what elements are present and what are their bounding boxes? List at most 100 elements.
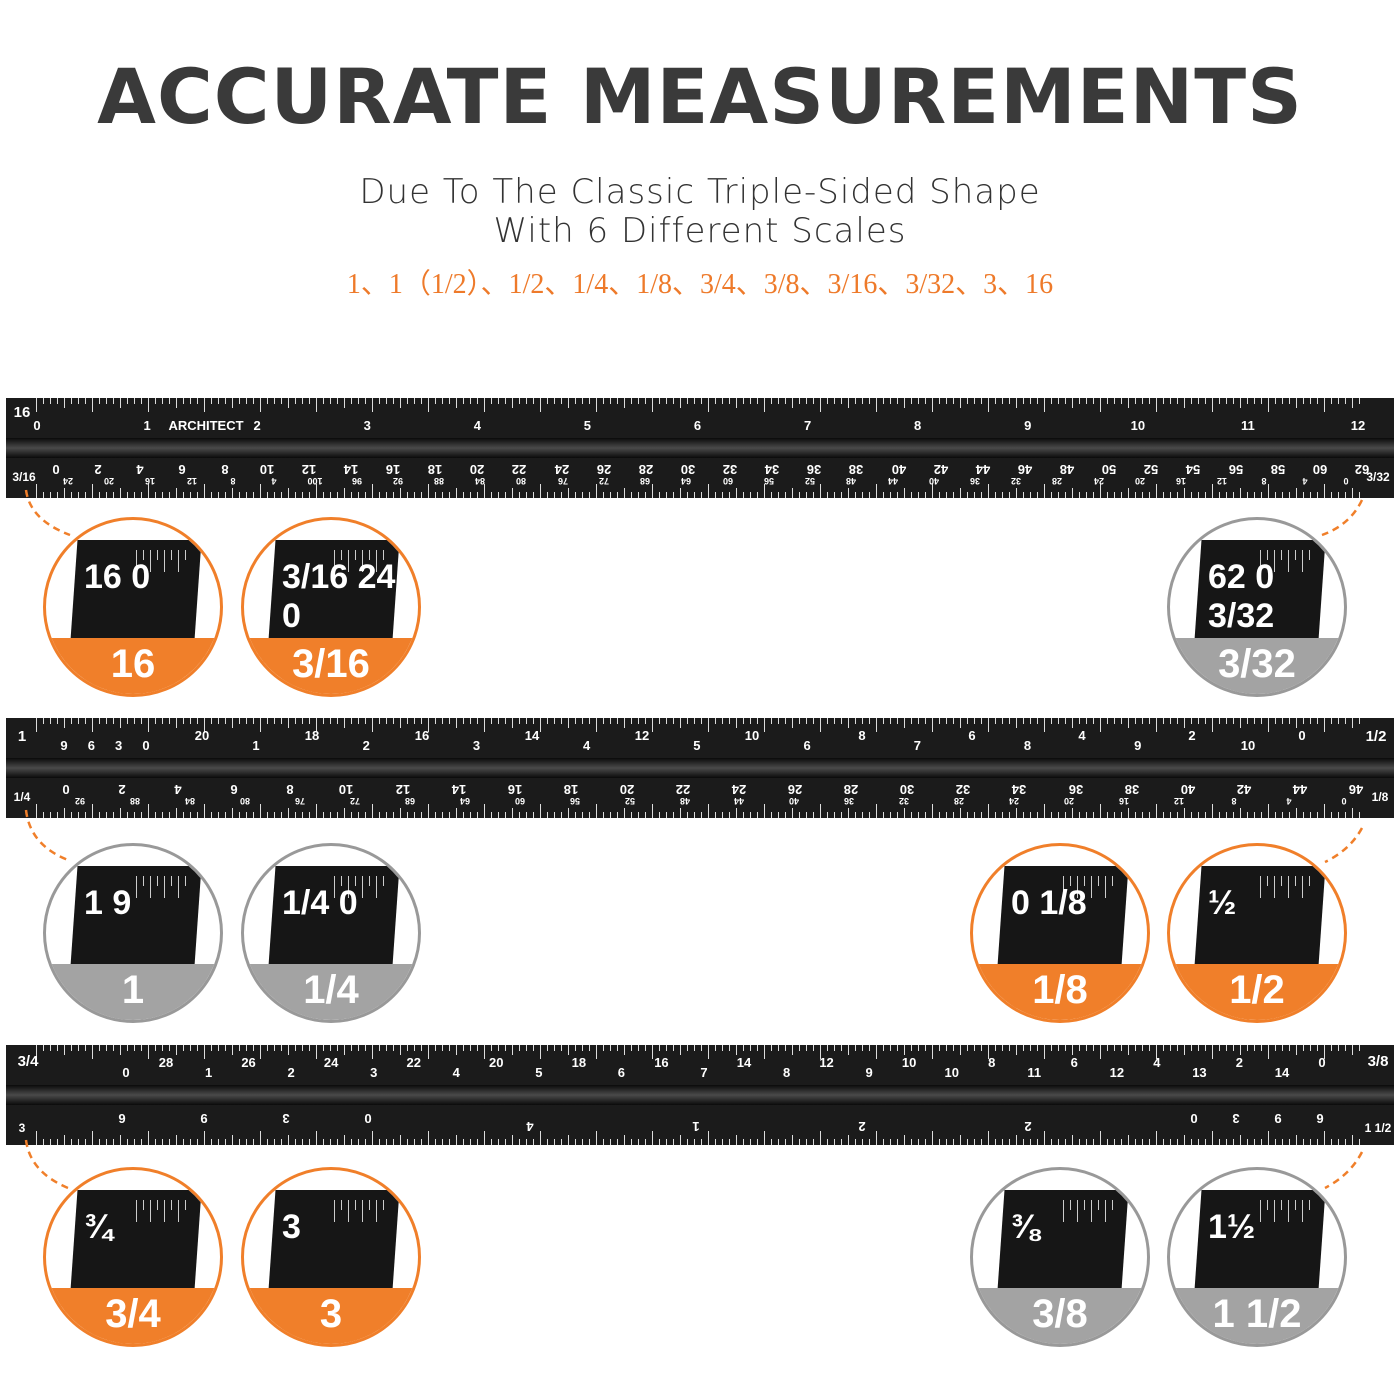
ruler-tick bbox=[1058, 1045, 1059, 1051]
ruler-tick bbox=[687, 492, 688, 498]
ruler-tick bbox=[995, 1045, 996, 1051]
ruler-tick bbox=[729, 492, 730, 498]
ruler-tick bbox=[1030, 1139, 1031, 1145]
ruler-tick bbox=[302, 812, 303, 818]
ruler-tick bbox=[848, 808, 849, 818]
ruler-tick bbox=[750, 492, 751, 498]
closeup-tick bbox=[136, 1200, 137, 1222]
ruler-tick bbox=[1254, 1045, 1255, 1051]
ruler-tick bbox=[85, 1045, 86, 1051]
ruler-tick bbox=[1142, 718, 1143, 724]
scale-number: 4 bbox=[473, 418, 481, 433]
ruler-tick bbox=[176, 398, 177, 408]
ruler-tick bbox=[78, 1139, 79, 1145]
scale-number: 16 bbox=[414, 728, 430, 743]
ruler-tick bbox=[1030, 398, 1031, 404]
closeup-tick bbox=[334, 1200, 335, 1222]
ruler-tick bbox=[1121, 492, 1122, 498]
ruler-tick bbox=[981, 812, 982, 818]
ruler-tick bbox=[358, 398, 359, 404]
ruler-tick bbox=[470, 1139, 471, 1145]
ruler-tick bbox=[1114, 812, 1115, 818]
ruler-tick bbox=[834, 1139, 835, 1145]
ruler-tick bbox=[463, 718, 464, 724]
ruler-tick bbox=[729, 718, 730, 724]
ruler-tick bbox=[967, 812, 968, 818]
ruler-tick bbox=[43, 492, 44, 498]
ruler-tick bbox=[141, 812, 142, 818]
ruler-tick bbox=[988, 804, 989, 818]
ruler-tick bbox=[1121, 718, 1122, 724]
ruler-tick bbox=[939, 1139, 940, 1145]
ruler-tick bbox=[1051, 492, 1052, 498]
ruler-tick bbox=[932, 718, 933, 732]
ruler-tick bbox=[785, 1045, 786, 1051]
ruler-tick bbox=[414, 1045, 415, 1051]
ruler-tick bbox=[1079, 812, 1080, 818]
ruler-tick bbox=[1303, 398, 1304, 404]
callout-scale-label: 1 bbox=[121, 968, 145, 1012]
ruler-tick bbox=[743, 1139, 744, 1145]
ruler-tick bbox=[141, 718, 142, 724]
closeup-tick bbox=[1084, 1200, 1085, 1210]
subtitle-line-2: With 6 Different Scales bbox=[493, 211, 907, 251]
ruler-tick bbox=[428, 484, 429, 498]
ruler-tick bbox=[498, 812, 499, 818]
ruler-tick bbox=[127, 812, 128, 818]
ruler-tick bbox=[561, 812, 562, 818]
ruler-tick bbox=[1289, 398, 1290, 404]
closeup-tick bbox=[1302, 876, 1303, 898]
ruler-tick bbox=[988, 1045, 989, 1059]
closeup-tick bbox=[1267, 876, 1268, 886]
ruler-tick bbox=[757, 1139, 758, 1145]
ruler-tick bbox=[1310, 492, 1311, 498]
ruler-tick bbox=[659, 1045, 660, 1051]
ruler-tick bbox=[232, 808, 233, 818]
ruler-tick bbox=[680, 808, 681, 818]
closeup-tick bbox=[341, 1200, 342, 1210]
ruler-tick bbox=[358, 812, 359, 818]
closeup-tick bbox=[1091, 1200, 1092, 1222]
ruler-tick bbox=[995, 492, 996, 498]
ruler-tick bbox=[372, 484, 373, 498]
callout-band bbox=[1170, 1288, 1344, 1344]
ruler-tick bbox=[1163, 812, 1164, 818]
ruler-tick bbox=[568, 398, 569, 408]
ruler-tick bbox=[855, 1139, 856, 1145]
ruler-tick bbox=[1338, 492, 1339, 498]
ruler-tick bbox=[85, 1139, 86, 1145]
ruler-tick bbox=[225, 812, 226, 818]
ruler-tick bbox=[1184, 488, 1185, 498]
scale-number: 6 bbox=[87, 738, 95, 753]
ruler-tick bbox=[1240, 488, 1241, 498]
ruler-tick bbox=[323, 718, 324, 724]
ruler-tick bbox=[1051, 718, 1052, 724]
ruler-tick bbox=[554, 812, 555, 818]
ruler-tick bbox=[421, 398, 422, 404]
ruler-tick bbox=[1121, 1045, 1122, 1051]
ruler-tick bbox=[764, 398, 765, 412]
ruler-tick bbox=[1261, 718, 1262, 724]
ruler-tick bbox=[1114, 718, 1115, 724]
ruler-tick bbox=[582, 492, 583, 498]
ruler-tick bbox=[1317, 1139, 1318, 1145]
ruler-tick bbox=[330, 398, 331, 404]
ruler-tick bbox=[589, 812, 590, 818]
ruler-tick bbox=[134, 1139, 135, 1145]
scale-number: 14 bbox=[1274, 1065, 1290, 1080]
ruler-tick bbox=[771, 398, 772, 404]
ruler-tick bbox=[645, 1139, 646, 1145]
ruler-tick bbox=[232, 1045, 233, 1055]
ruler-tick bbox=[253, 718, 254, 724]
ruler-tick bbox=[1226, 718, 1227, 724]
ruler-tick bbox=[232, 398, 233, 408]
ruler-tick bbox=[750, 812, 751, 818]
ruler-tick bbox=[386, 1139, 387, 1145]
ruler-side-1: 16 ARCHITECT 0 1 2 3 4 5 6 7 8 9 10 11 12 0 2 4 6 8 10 12 14 16… bbox=[6, 398, 1394, 498]
scale-number: 8 bbox=[782, 1065, 791, 1080]
ruler-tick bbox=[533, 1045, 534, 1051]
ruler-tick bbox=[1303, 492, 1304, 498]
ruler-tick bbox=[1359, 812, 1360, 818]
ruler-tick bbox=[204, 1131, 205, 1145]
ruler-side-3: 3/4 3/8 28 26 24 22 20 18 16 14 12 10 8 6 4 2 0 0 1 2 3 4 5 6 7 8… bbox=[6, 1045, 1394, 1145]
